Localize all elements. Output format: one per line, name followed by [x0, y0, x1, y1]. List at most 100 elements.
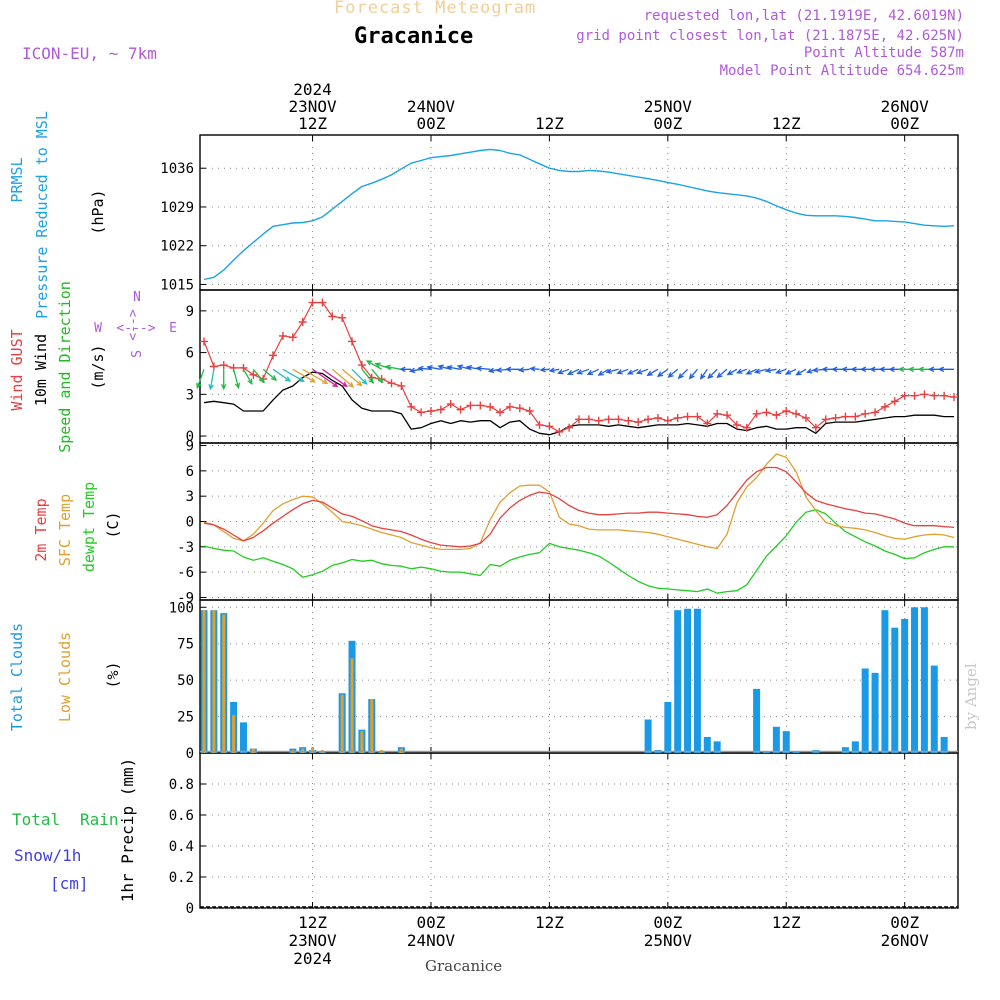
- precip-ytick-label: 0.6: [169, 808, 194, 824]
- wind-direction-arrow: [351, 368, 368, 385]
- clouds-ytick-label: 50: [177, 673, 194, 689]
- gust-point: [525, 407, 534, 416]
- wind-direction-arrow: [437, 364, 451, 370]
- temperature-ytick-label: -6: [177, 565, 194, 581]
- gust-point: [456, 405, 465, 414]
- wind-label-unit: (m/s): [89, 344, 107, 389]
- gust-point: [565, 423, 574, 432]
- wind-direction-arrow: [208, 369, 215, 391]
- total-cloud-bar: [763, 751, 770, 753]
- bottom-time-label: 00Z: [653, 913, 682, 932]
- total-cloud-bar: [693, 608, 701, 753]
- gust-point: [397, 381, 406, 390]
- gust-point: [831, 413, 840, 422]
- wind-label-gust: Wind GUST: [8, 329, 26, 410]
- wind-direction-arrow: [699, 368, 708, 380]
- precip-frame: [199, 752, 959, 909]
- wind-direction-arrow: [784, 368, 797, 375]
- gust-point: [328, 312, 337, 321]
- gust-point: [614, 415, 623, 424]
- gust-point: [624, 416, 633, 425]
- gust-point: [466, 401, 475, 410]
- compass-w: W: [94, 321, 102, 336]
- wind-direction-arrow: [475, 365, 491, 372]
- compass-arrow-h: <--->: [116, 321, 155, 336]
- low-cloud-bar: [232, 715, 236, 753]
- gust-point: [436, 405, 445, 414]
- temperature-ytick-label: 0: [186, 515, 194, 531]
- temperature-ytick-label: 9: [186, 439, 194, 455]
- gust-point: [713, 409, 722, 418]
- wind-direction-arrow: [605, 368, 619, 374]
- wind-label-direction: Speed and Direction: [56, 281, 74, 453]
- wind-direction-arrow: [677, 368, 689, 380]
- top-time-label: 12Z: [535, 114, 564, 133]
- pressure-label-prmsl: PRMSL: [8, 157, 26, 202]
- gust-point: [239, 363, 248, 372]
- top-time-label: 00Z: [653, 114, 682, 133]
- low-cloud-bar: [350, 658, 354, 753]
- pressure-ytick-label: 1029: [160, 200, 194, 216]
- gust-point: [308, 298, 317, 307]
- gust-point: [653, 413, 662, 422]
- gust-point: [693, 412, 702, 421]
- gust-point: [772, 411, 781, 420]
- precip-ytick-label: 0.4: [169, 839, 194, 855]
- wind-direction-arrow: [557, 368, 570, 375]
- clouds-ytick-label: 25: [177, 710, 194, 726]
- pressure-panel: 1015 1022 1029 1036: [160, 134, 959, 293]
- wind-direction-arrow: [539, 366, 550, 373]
- gust-point: [486, 402, 495, 411]
- pressure-frame: [199, 134, 959, 291]
- wind-direction-arrow: [292, 368, 316, 383]
- wind-direction-arrow: [232, 369, 241, 390]
- temperature-ytick-label: -9: [177, 590, 194, 606]
- gust-point: [200, 337, 208, 346]
- total-cloud-bar: [644, 719, 652, 753]
- total-cloud-bar: [920, 607, 928, 753]
- gust-point: [861, 409, 870, 418]
- gust-point: [417, 408, 426, 417]
- gust-point: [476, 401, 485, 410]
- total-cloud-bar: [940, 736, 948, 753]
- total-cloud-bar: [713, 741, 721, 753]
- temp-label-2m: 2m Temp: [32, 498, 50, 561]
- gust-point: [782, 407, 791, 416]
- top-time-label: 00Z: [890, 114, 919, 133]
- gust-point: [930, 391, 939, 400]
- gust-point: [871, 408, 880, 417]
- gust-point: [801, 413, 810, 422]
- total-cloud-bar: [911, 607, 919, 753]
- wind-direction-arrow: [262, 368, 278, 381]
- bottom-time-label: 12Z: [772, 913, 801, 932]
- total-cloud-bar: [841, 747, 849, 753]
- gust-point: [910, 391, 919, 400]
- wind-direction-arrow: [446, 364, 461, 371]
- gust-point: [446, 400, 455, 409]
- wind-direction-arrow: [221, 369, 227, 391]
- wind-ytick-label: 0: [186, 429, 194, 445]
- wind-direction-arrow: [384, 364, 402, 371]
- total-cloud-bar: [792, 751, 800, 753]
- total-cloud-bar: [851, 741, 859, 753]
- wind-direction-arrow: [937, 366, 954, 373]
- wind-direction-arrow: [505, 366, 520, 373]
- temp-label-unit: (C): [104, 511, 122, 538]
- total-cloud-bar: [239, 722, 247, 753]
- wind-direction-arrow: [566, 368, 580, 376]
- temp-label-sfc: SFC Temp: [56, 494, 74, 566]
- clouds-panel: 0 25 50 75 100: [169, 599, 959, 762]
- wind-direction-arrow: [716, 368, 728, 379]
- requested-coords: requested lon,lat (21.1919E, 42.6019N): [643, 8, 964, 24]
- wind-direction-arrow: [667, 368, 679, 378]
- gust-point: [703, 419, 712, 428]
- gust-point: [940, 391, 949, 400]
- compass-s: S: [130, 350, 145, 358]
- gust-point: [505, 402, 514, 411]
- gust-point: [555, 427, 564, 436]
- forecast-title: Forecast Meteogram: [334, 0, 537, 18]
- precip-label-total: Total: [12, 810, 60, 829]
- total-cloud-bar: [703, 736, 711, 753]
- total-cloud-bar: [684, 608, 692, 753]
- wind-direction-arrow: [302, 368, 329, 385]
